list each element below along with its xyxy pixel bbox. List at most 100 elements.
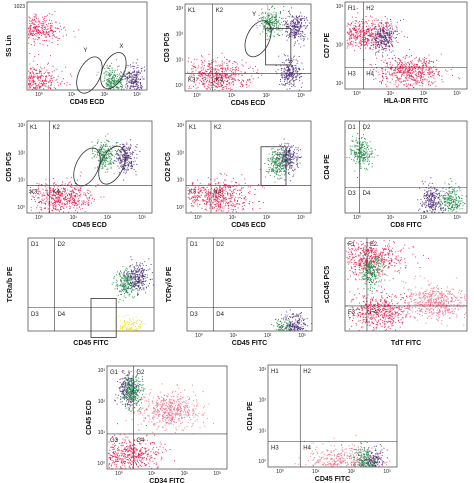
data-point (381, 73, 383, 75)
data-point (375, 18, 377, 20)
data-point (244, 72, 246, 74)
data-point (38, 187, 39, 189)
data-point (376, 20, 378, 21)
data-point (227, 191, 229, 193)
data-point (418, 61, 420, 63)
data-point (210, 70, 212, 72)
data-point (73, 192, 74, 194)
data-point (55, 37, 57, 39)
data-point (36, 76, 38, 78)
data-point (52, 194, 54, 196)
data-point (300, 46, 302, 48)
data-point (228, 185, 230, 187)
data-point (257, 77, 259, 78)
data-point (366, 23, 368, 25)
data-point (285, 30, 287, 32)
data-point (204, 82, 206, 84)
data-point (286, 71, 288, 73)
data-point (416, 74, 417, 76)
data-point (379, 30, 381, 32)
data-point (430, 76, 431, 77)
data-point (222, 70, 224, 72)
data-point (298, 33, 299, 35)
data-point (268, 19, 270, 21)
data-point (215, 68, 217, 70)
data-point (65, 196, 67, 197)
data-point (268, 29, 269, 31)
data-point (68, 200, 70, 202)
data-point (288, 66, 290, 68)
population-cloud-green (256, 5, 290, 41)
data-point (225, 81, 227, 83)
data-point (351, 16, 353, 18)
data-point (219, 205, 221, 207)
data-point (89, 197, 90, 199)
data-point (203, 84, 205, 86)
data-point (59, 204, 61, 206)
data-point (381, 47, 383, 48)
data-point (44, 21, 46, 23)
data-point (227, 66, 229, 68)
data-point (378, 44, 380, 45)
data-point (287, 34, 289, 36)
population-cloud-purple (118, 59, 146, 90)
data-point (143, 70, 145, 72)
data-point (424, 63, 426, 65)
data-point (87, 203, 89, 205)
data-point (245, 196, 246, 198)
data-point (234, 71, 236, 73)
data-point (51, 194, 53, 196)
data-point (240, 71, 242, 73)
data-point (410, 72, 411, 74)
data-point (193, 75, 195, 77)
data-point (118, 158, 120, 160)
data-point (237, 69, 239, 71)
data-point (290, 14, 291, 16)
data-point (120, 85, 121, 87)
data-point (38, 26, 39, 28)
data-point (292, 16, 294, 18)
data-point (363, 41, 365, 43)
data-point (130, 144, 132, 146)
data-point (133, 82, 135, 84)
data-point (264, 24, 266, 26)
data-point (421, 81, 423, 83)
data-point (32, 84, 34, 86)
data-point (412, 79, 414, 81)
data-point (280, 79, 281, 81)
data-point (237, 197, 239, 199)
data-point (113, 80, 115, 82)
data-point (246, 84, 248, 86)
data-point (400, 65, 402, 67)
data-point (213, 208, 215, 210)
data-point (288, 65, 290, 67)
data-point (386, 40, 388, 42)
data-point (355, 36, 357, 38)
data-point (94, 167, 96, 169)
data-point (407, 74, 409, 76)
data-point (259, 33, 261, 35)
data-point (134, 80, 136, 82)
data-point (218, 206, 220, 208)
data-point (112, 80, 114, 82)
data-point (381, 23, 383, 25)
data-point (220, 187, 222, 189)
data-point (267, 20, 268, 22)
data-point (222, 191, 224, 193)
data-point (216, 71, 217, 73)
data-point (201, 63, 203, 65)
data-point (283, 6, 285, 7)
data-point (37, 83, 39, 85)
data-point (79, 175, 81, 177)
data-point (386, 78, 387, 79)
data-point (134, 160, 136, 162)
data-point (369, 47, 371, 49)
data-point (224, 199, 226, 201)
data-point (410, 68, 411, 70)
data-point (104, 151, 106, 153)
data-point (267, 30, 269, 32)
data-point (44, 27, 46, 29)
data-point (77, 200, 79, 202)
data-point (29, 29, 31, 31)
quadrant-label: K3 (188, 78, 196, 84)
